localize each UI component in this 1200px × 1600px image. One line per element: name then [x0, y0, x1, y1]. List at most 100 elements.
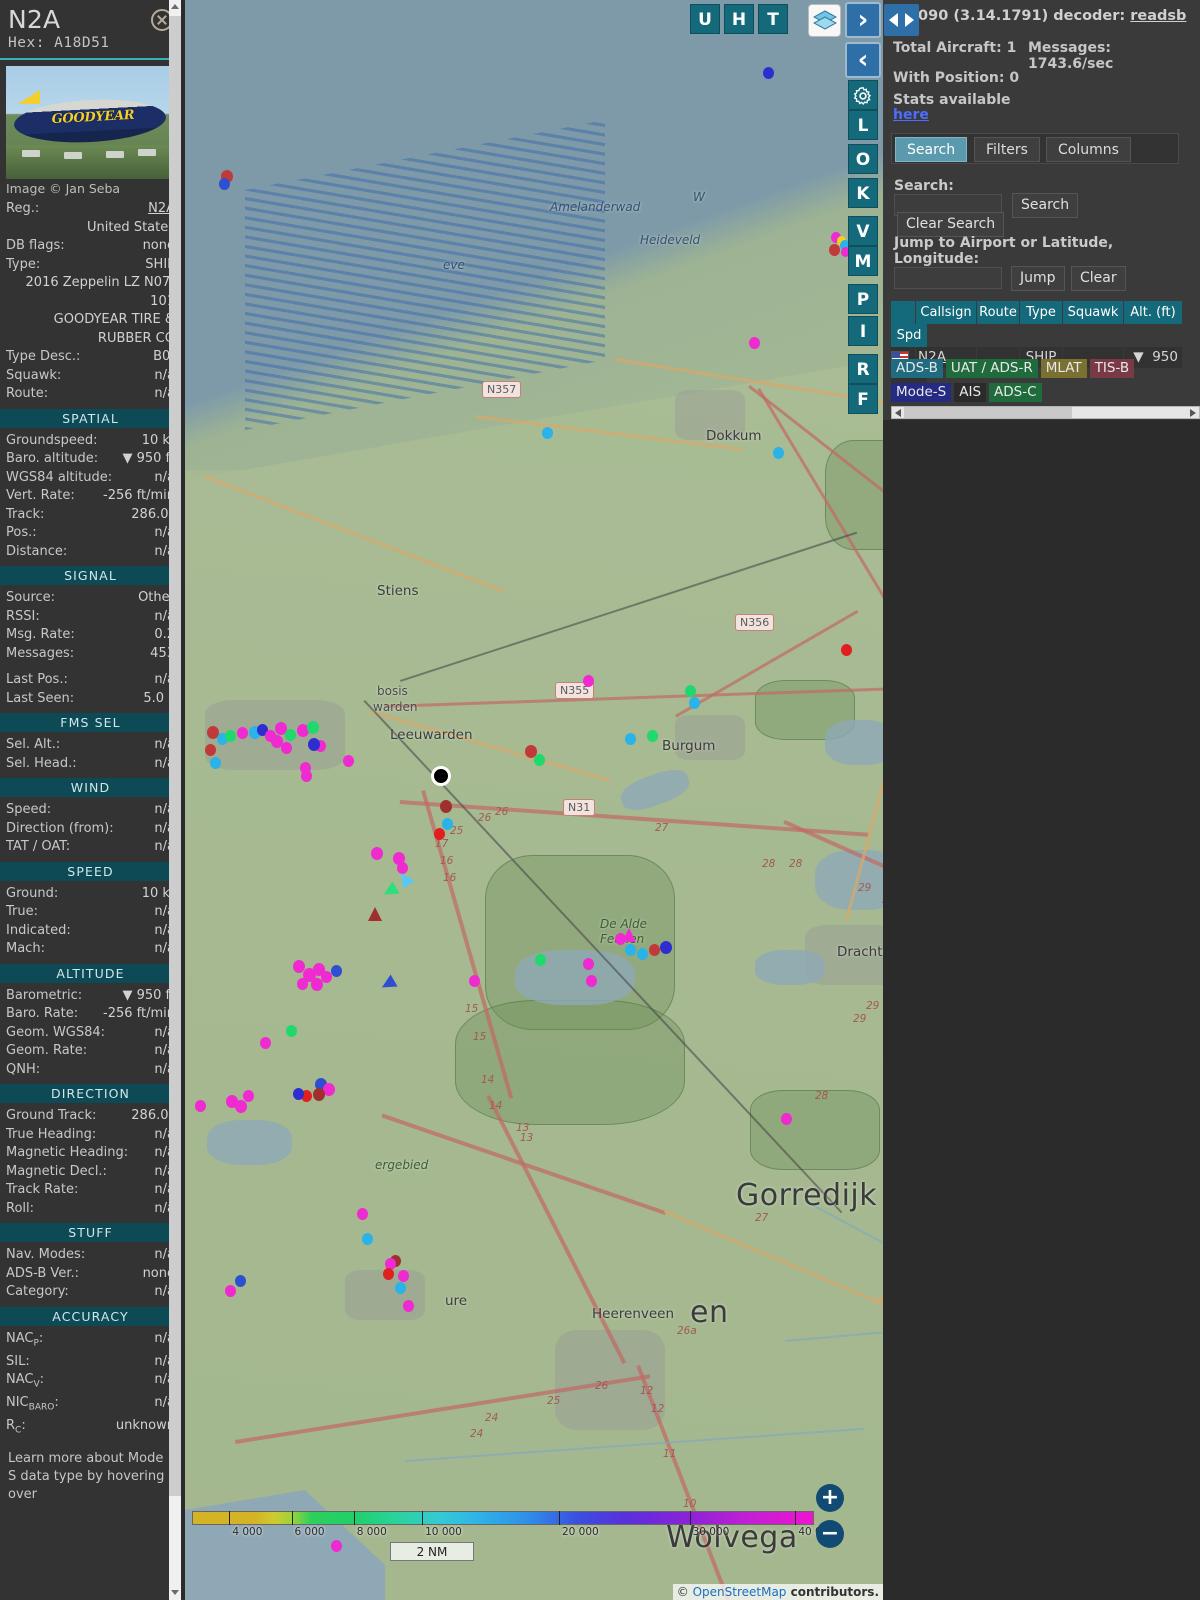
map-button-t[interactable]: T	[758, 4, 788, 34]
osm-link[interactable]: OpenStreetMap	[692, 1585, 787, 1599]
layers-icon[interactable]	[808, 4, 841, 37]
map-button-r[interactable]: R	[848, 354, 878, 384]
aircraft-marker[interactable]	[685, 685, 696, 697]
aircraft-marker[interactable]	[217, 733, 228, 745]
table-column-header[interactable]: Alt. (ft)	[1124, 301, 1182, 324]
aircraft-marker[interactable]	[271, 735, 283, 748]
aircraft-marker[interactable]	[243, 1090, 254, 1102]
aircraft-marker[interactable]	[763, 67, 774, 79]
hscroll-thumb[interactable]	[904, 407, 1072, 418]
legend-badge[interactable]: Mode-S	[891, 383, 952, 402]
aircraft-marker[interactable]	[297, 978, 308, 990]
legend-badge[interactable]: TIS-B	[1089, 359, 1135, 378]
scroll-down-icon[interactable]	[169, 1586, 181, 1600]
tab-filters[interactable]: Filters	[974, 137, 1040, 162]
aircraft-marker[interactable]	[195, 1100, 206, 1112]
aircraft-marker[interactable]	[442, 818, 453, 830]
aircraft-marker[interactable]	[235, 1275, 246, 1287]
aircraft-marker[interactable]	[301, 770, 312, 782]
tab-search[interactable]: Search	[895, 137, 968, 162]
tab-columns[interactable]: Columns	[1046, 137, 1131, 162]
aircraft-marker[interactable]	[235, 1100, 247, 1113]
aircraft-marker[interactable]	[207, 726, 219, 739]
aircraft-marker[interactable]	[781, 1113, 792, 1125]
aircraft-marker[interactable]	[313, 1088, 325, 1101]
map-button-f[interactable]: F	[848, 384, 878, 414]
aircraft-marker[interactable]	[469, 975, 480, 987]
table-column-header[interactable]: Callsign	[916, 301, 976, 324]
aircraft-marker[interactable]	[285, 729, 296, 741]
jump-button[interactable]: Jump	[1011, 266, 1065, 291]
aircraft-marker[interactable]	[625, 733, 636, 745]
aircraft-field-value[interactable]: N2A	[148, 201, 175, 216]
aircraft-marker[interactable]	[660, 941, 672, 954]
map-button-i[interactable]: I	[848, 316, 878, 346]
aircraft-marker[interactable]	[831, 232, 841, 243]
legend-badge[interactable]: UAT / ADS-R	[945, 359, 1038, 378]
search-button[interactable]: Search	[1012, 193, 1079, 218]
aircraft-marker[interactable]	[637, 948, 648, 960]
zoom-out-button[interactable]: −	[816, 1520, 844, 1548]
aircraft-marker[interactable]	[293, 1088, 304, 1100]
hscroll-right-icon[interactable]	[1190, 409, 1196, 417]
aircraft-marker[interactable]	[315, 740, 326, 752]
map-button-p[interactable]: P	[848, 284, 878, 314]
aircraft-marker[interactable]	[257, 724, 268, 736]
aircraft-marker[interactable]	[649, 944, 660, 956]
aircraft-marker[interactable]	[301, 1090, 312, 1102]
sidebar-scrollbar-thumb[interactable]	[169, 16, 181, 1496]
aircraft-marker[interactable]	[689, 697, 700, 709]
aircraft-marker[interactable]	[534, 754, 545, 766]
sidebar-scrollbar[interactable]	[169, 0, 181, 1600]
aircraft-marker[interactable]	[237, 727, 248, 739]
aircraft-marker[interactable]	[260, 1037, 271, 1049]
table-horizontal-scrollbar[interactable]	[891, 406, 1200, 419]
aircraft-marker[interactable]	[525, 745, 537, 758]
map-button-h[interactable]: H	[724, 4, 754, 34]
clear-search-button[interactable]: Clear Search	[897, 212, 1005, 237]
legend-badge[interactable]: ADS-C	[989, 383, 1042, 402]
table-column-header[interactable]: Type	[1020, 301, 1062, 324]
aircraft-marker[interactable]	[773, 447, 784, 459]
aircraft-marker[interactable]	[841, 644, 852, 656]
aircraft-marker[interactable]	[647, 730, 658, 742]
stats-here-link[interactable]: here	[893, 107, 929, 123]
map-button-k[interactable]: K	[848, 178, 878, 208]
aircraft-marker[interactable]	[300, 762, 311, 774]
map-button-o[interactable]: O	[848, 144, 878, 174]
aircraft-marker[interactable]	[434, 828, 445, 840]
aircraft-marker[interactable]	[440, 800, 452, 813]
map-canvas[interactable]: AmelanderwadHeideveldWeveDokkumKollumBui…	[185, 0, 883, 1600]
legend-badge[interactable]: MLAT	[1040, 359, 1087, 378]
legend-badge[interactable]: AIS	[954, 383, 987, 402]
aircraft-marker[interactable]	[749, 337, 760, 349]
aircraft-marker[interactable]	[383, 1268, 394, 1280]
aircraft-marker[interactable]	[281, 742, 292, 754]
clear-button[interactable]: Clear	[1071, 266, 1126, 291]
aircraft-marker[interactable]	[308, 738, 320, 751]
aircraft-marker[interactable]	[321, 971, 332, 983]
aircraft-marker[interactable]	[331, 1540, 342, 1552]
aircraft-marker[interactable]	[297, 724, 309, 737]
panel-collapse-button[interactable]: ‹	[845, 42, 881, 78]
decoder-link[interactable]: readsb	[1130, 8, 1187, 24]
aircraft-marker[interactable]	[583, 958, 594, 970]
panel-toggle-arrows-icon[interactable]	[884, 4, 919, 36]
table-column-header[interactable]: Squawk	[1063, 301, 1123, 324]
aircraft-marker[interactable]	[535, 954, 546, 966]
aircraft-marker[interactable]	[210, 757, 221, 769]
aircraft-marker[interactable]	[225, 1285, 236, 1297]
aircraft-marker[interactable]	[371, 847, 383, 860]
settings-gear-icon[interactable]	[848, 80, 878, 110]
map-button-u[interactable]: U	[690, 4, 720, 34]
aircraft-marker[interactable]	[841, 247, 850, 257]
table-column-header[interactable]: Spd	[891, 324, 927, 347]
aircraft-marker[interactable]	[293, 960, 305, 973]
aircraft-marker[interactable]	[323, 1083, 335, 1096]
map-button-l[interactable]: L	[848, 110, 878, 140]
aircraft-marker[interactable]	[225, 730, 236, 742]
jump-input[interactable]	[894, 267, 1002, 289]
selected-aircraft-marker[interactable]	[431, 766, 451, 786]
aircraft-marker[interactable]	[331, 965, 342, 977]
hscroll-left-icon[interactable]	[895, 409, 901, 417]
